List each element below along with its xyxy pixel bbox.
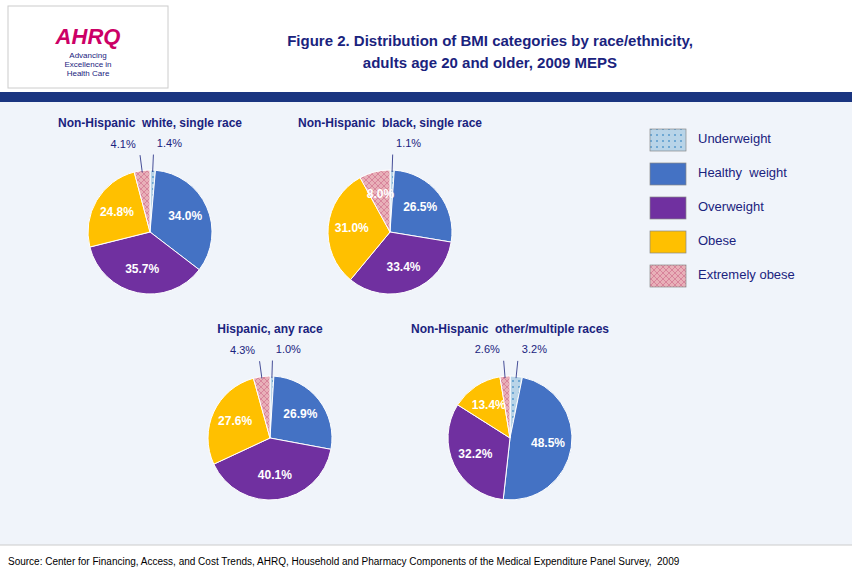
pie-slice	[253, 376, 270, 438]
figure: AHRQAdvancingExcellence inHealth CareFig…	[0, 0, 852, 576]
source: Source: Center for Financing, Access, an…	[8, 556, 680, 567]
data-label: 34.0%	[168, 209, 202, 223]
title: Figure 2. Distribution of BMI categories…	[287, 32, 693, 71]
data-labels: 1.1% 26.5% 33.4% 31.0% 8.0%	[335, 137, 438, 274]
data-label: 32.2%	[458, 447, 492, 461]
logo-subtext-line: Health Care	[67, 69, 110, 78]
label-leader	[392, 155, 394, 172]
data-label: 26.5%	[403, 200, 437, 214]
logo-subtext: AdvancingExcellence inHealth Care	[64, 51, 111, 78]
data-label: 1.0%	[276, 343, 301, 355]
legend-swatch	[650, 163, 686, 185]
logo-subtext-line: Advancing	[69, 51, 106, 60]
pie-chart	[328, 170, 452, 294]
label-leader	[516, 361, 518, 378]
label-leader	[504, 361, 505, 378]
data-label: 35.7%	[125, 262, 159, 276]
chart-title: Non-Hispanic other/multiple races	[411, 322, 609, 336]
data-labels: 1.4% 34.0% 35.7% 24.8% 4.1%	[100, 137, 203, 276]
legend-label: Overweight	[698, 199, 764, 214]
legend-swatch	[650, 129, 686, 151]
pie-slice	[134, 170, 150, 232]
title-line: Figure 2. Distribution of BMI categories…	[287, 32, 693, 49]
pie-chart	[88, 170, 212, 294]
data-label: 3.2%	[522, 343, 547, 355]
background	[0, 0, 852, 576]
label-leader	[140, 155, 142, 172]
logo-text: AHRQ	[55, 24, 121, 49]
data-labels: 3.2% 48.5% 32.2% 13.4% 2.6%	[458, 343, 565, 461]
pie-slice	[458, 377, 510, 438]
data-label: 4.3%	[230, 344, 255, 356]
pie-slice	[270, 376, 332, 449]
data-label: 2.6%	[475, 343, 500, 355]
pie-chart	[208, 376, 332, 500]
pie-chart	[448, 376, 572, 500]
title-line: adults age 20 and older, 2009 MEPS	[363, 54, 617, 71]
legend-label: Underweight	[698, 131, 771, 146]
data-label: 40.1%	[258, 468, 292, 482]
data-label: 1.4%	[157, 137, 182, 149]
legend: Underweight Healthy weight Overweight Obese…	[650, 129, 795, 287]
data-label: 33.4%	[386, 260, 420, 274]
footer-rule	[0, 545, 852, 546]
label-leader	[271, 361, 273, 378]
chart-title: Non-Hispanic white, single race	[58, 116, 242, 130]
pie-slice	[503, 377, 572, 500]
chart-title: Hispanic, any race	[217, 322, 323, 336]
label-leader	[152, 155, 154, 172]
chart-title: Non-Hispanic black, single race	[298, 116, 482, 130]
legend-label: Healthy weight	[698, 165, 787, 180]
pie-slice	[390, 170, 452, 242]
legend-label: Obese	[698, 233, 736, 248]
legend-swatch	[650, 265, 686, 287]
logo-box	[8, 6, 168, 88]
data-label: 26.9%	[283, 407, 317, 421]
content-area	[0, 102, 852, 545]
data-label: 24.8%	[100, 205, 134, 219]
data-label: 48.5%	[531, 436, 565, 450]
data-label: 8.0%	[367, 187, 395, 201]
label-leader	[260, 361, 262, 378]
header-bar	[0, 92, 852, 102]
data-label: 13.4%	[472, 398, 506, 412]
data-label: 27.6%	[218, 414, 252, 428]
data-label: 1.1%	[396, 137, 421, 149]
legend-swatch	[650, 197, 686, 219]
data-label: 4.1%	[111, 138, 136, 150]
legend-swatch	[650, 231, 686, 253]
legend-label: Extremely obese	[698, 267, 795, 282]
data-labels: 1.0% 26.9% 40.1% 27.6% 4.3%	[218, 343, 318, 482]
logo-subtext-line: Excellence in	[64, 60, 111, 69]
data-label: 31.0%	[335, 221, 369, 235]
